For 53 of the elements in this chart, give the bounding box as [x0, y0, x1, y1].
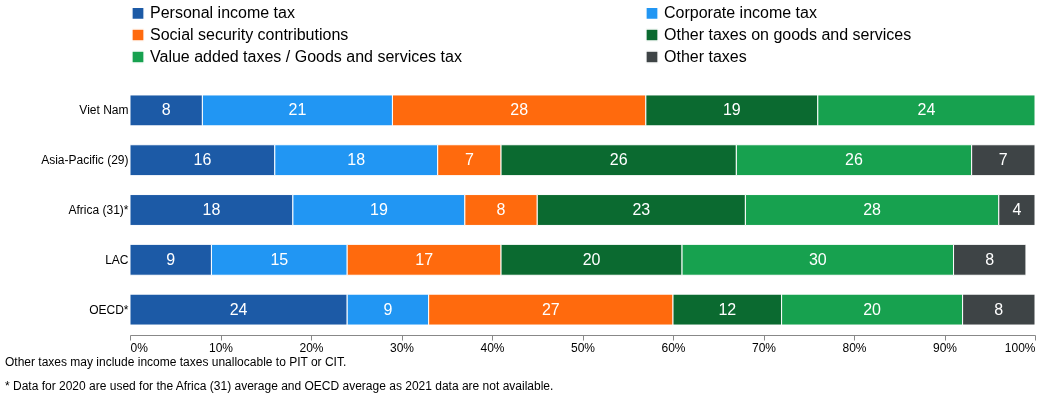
data-label: 26	[845, 151, 863, 169]
data-label: 18	[347, 151, 366, 169]
y-tick-label: LAC	[105, 252, 129, 267]
data-label: 26	[609, 151, 628, 169]
y-tick-label: Africa (31)*	[68, 203, 129, 217]
legend-label: Corporate income tax	[664, 4, 817, 22]
x-tick-label: 60%	[661, 340, 686, 355]
x-tick-label: 40%	[480, 340, 505, 355]
data-label: 20	[582, 250, 601, 268]
legend-label: Social security contributions	[150, 26, 349, 43]
data-label: 28	[510, 101, 529, 119]
data-label: 7	[464, 151, 474, 169]
data-label: 8	[161, 101, 171, 119]
data-label: 12	[718, 300, 737, 318]
x-tick-label: 80%	[842, 340, 867, 355]
x-tick-label: 30%	[389, 340, 415, 355]
legend-label: Other taxes on goods and services	[664, 26, 912, 43]
data-label: 8	[985, 250, 995, 268]
data-label: 19	[369, 201, 388, 218]
data-label: 15	[270, 250, 289, 268]
data-label: 23	[632, 201, 651, 218]
data-label: 21	[288, 101, 307, 119]
data-label: 16	[193, 151, 212, 169]
x-tick-label: 10%	[208, 340, 234, 355]
data-label: 20	[863, 300, 882, 318]
data-label: 28	[863, 201, 882, 218]
data-label: 27	[541, 300, 560, 318]
data-label: 24	[229, 300, 248, 318]
x-tick-label: 100%	[1004, 340, 1036, 355]
data-label: 4	[1012, 201, 1022, 218]
data-label: 18	[202, 201, 221, 218]
y-tick-label: OECD*	[89, 302, 129, 317]
data-label: 17	[415, 250, 434, 268]
data-label: 19	[722, 101, 741, 119]
data-label: 30	[808, 250, 827, 268]
x-tick-label: 20%	[299, 340, 324, 355]
y-tick-label: Asia-Pacific (29)	[41, 153, 129, 168]
legend-label: Other taxes	[664, 48, 747, 65]
x-tick-label: 0%	[130, 340, 149, 355]
data-label: 7	[998, 151, 1008, 169]
text: Other taxes may include income taxes unallocable to PIT or CIT.	[5, 355, 347, 369]
data-label: 24	[917, 101, 936, 119]
data-label: 8	[496, 201, 506, 218]
legend-label: Value added taxes / Goods and services tax	[150, 48, 462, 65]
data-label: 9	[383, 300, 393, 318]
x-tick-label: 70%	[751, 340, 777, 355]
x-tick-label: 90%	[932, 340, 958, 355]
data-label: 9	[166, 250, 176, 268]
y-tick-label: Viet Nam	[79, 103, 129, 118]
text: * Data for 2020 are used for the Africa (31) average and OECD average as 2021 data are not available.	[5, 379, 554, 393]
data-label: 8	[994, 300, 1004, 318]
legend-label: Personal income tax	[150, 4, 295, 22]
x-tick-label: 50%	[570, 340, 596, 355]
